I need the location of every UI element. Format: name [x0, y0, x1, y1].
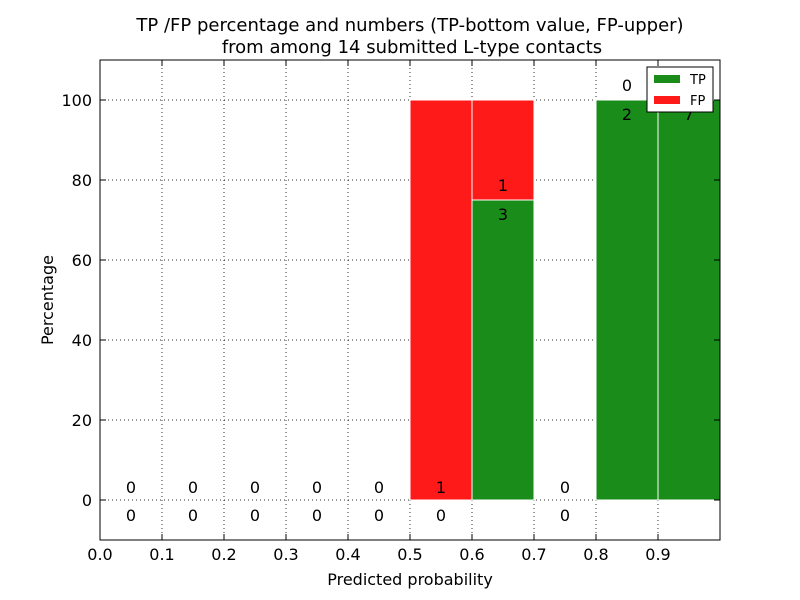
- fp-count-label: 1: [436, 478, 446, 497]
- legend-box: [646, 66, 714, 113]
- y-tick-label: 0: [82, 491, 92, 510]
- x-tick-label: 0.5: [397, 545, 422, 564]
- x-tick-label: 0.0: [87, 545, 112, 564]
- tp-bar: [595, 99, 659, 501]
- fp-count-label: 0: [250, 478, 260, 497]
- tp-count-label: 7: [684, 105, 694, 124]
- x-tick-label: 0.6: [459, 545, 484, 564]
- tp-count-label: 0: [312, 506, 322, 525]
- y-tick-label: 80: [72, 171, 92, 190]
- plot-area: 0 0 0 0 0 0 0 0 0 0 1 0 1 3 0 0 0 2 7 0.0 0.1 0.2 0.3 0.4 0.5 0.6…: [61, 59, 721, 564]
- tp-count-label: 0: [188, 506, 198, 525]
- tp-bar: [657, 99, 721, 501]
- x-tick-label: 0.9: [645, 545, 670, 564]
- y-tick-label: 40: [72, 331, 92, 350]
- y-axis-label: Percentage: [38, 255, 57, 345]
- fp-bar: [409, 99, 473, 501]
- tp-count-label: 0: [374, 506, 384, 525]
- legend-label-fp: FP: [690, 94, 705, 109]
- tp-count-label: 0: [126, 506, 136, 525]
- chart-title-line-1: TP /FP percentage and numbers (TP-bottom…: [135, 15, 683, 36]
- fp-count-label: 0: [312, 478, 322, 497]
- tp-count-label: 0: [250, 506, 260, 525]
- y-tick-label: 20: [72, 411, 92, 430]
- fp-count-label: 0: [374, 478, 384, 497]
- y-tick-label: 100: [61, 91, 92, 110]
- x-axis-label: Predicted probability: [327, 570, 493, 589]
- x-tick-label: 0.3: [273, 545, 298, 564]
- chart-title-line-2: from among 14 submitted L-type contacts: [222, 37, 602, 58]
- x-tick-label: 0.7: [521, 545, 546, 564]
- legend-label-tp: TP: [689, 73, 706, 88]
- tp-count-label: 2: [622, 105, 632, 124]
- x-tick-label: 0.4: [335, 545, 360, 564]
- legend-swatch-tp: [654, 75, 680, 83]
- tp-count-label: 0: [436, 506, 446, 525]
- fp-bar: [471, 99, 535, 201]
- x-tick-label: 0.8: [583, 545, 608, 564]
- y-tick-label: 60: [72, 251, 92, 270]
- tp-count-label: 0: [560, 506, 570, 525]
- tp-bar: [471, 199, 535, 501]
- fp-count-label: 1: [498, 176, 508, 195]
- legend-swatch-fp: [654, 96, 680, 104]
- x-tick-label: 0.1: [149, 545, 174, 564]
- fp-count-label: 0: [126, 478, 136, 497]
- fp-count-label: 0: [188, 478, 198, 497]
- fp-count-label: 0: [622, 76, 632, 95]
- tp-count-label: 3: [498, 205, 508, 224]
- fp-count-label: 0: [560, 478, 570, 497]
- x-tick-label: 0.2: [211, 545, 236, 564]
